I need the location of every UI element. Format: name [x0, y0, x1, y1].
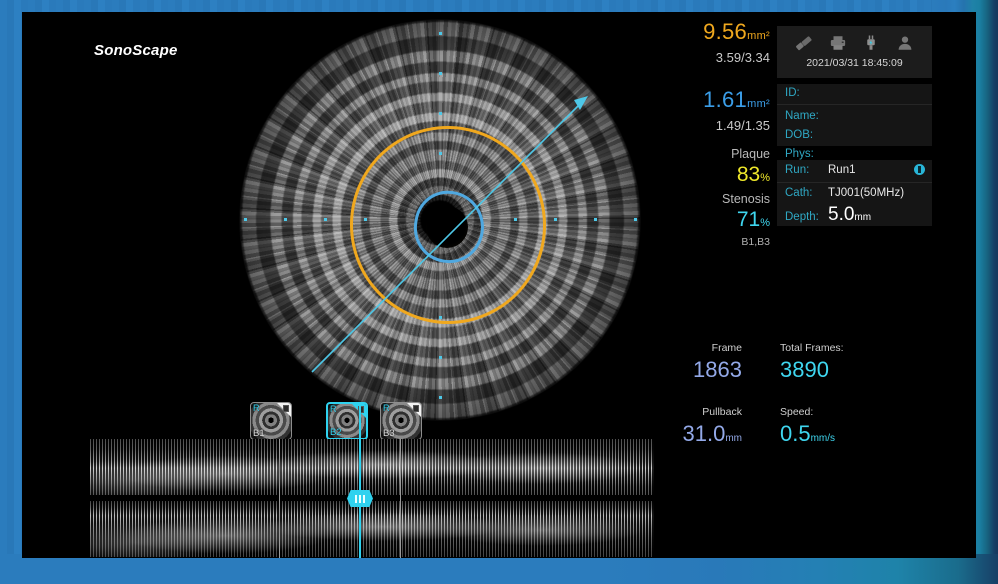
patient-phys-row[interactable]: Phys: [777, 145, 932, 164]
printer-icon[interactable] [829, 34, 847, 52]
speed-value: 0.5mm/s [780, 421, 836, 446]
plaque-value: 83% [736, 163, 770, 186]
bookmark-tag: R [330, 404, 337, 414]
patient-name-label: Name: [785, 110, 819, 122]
bookmark-thumb-b1[interactable]: R B1 [250, 402, 292, 440]
lmode-scrub-handle[interactable] [347, 490, 373, 507]
window-chrome-bottom [0, 554, 998, 584]
axis-tick-dot [324, 218, 327, 221]
axis-tick-dot [244, 218, 247, 221]
bookmark-chip-icon [413, 405, 419, 412]
axis-tick-dot [554, 218, 557, 221]
patient-name-row[interactable]: Name: [777, 107, 932, 126]
speed-unit: mm/s [810, 433, 836, 444]
bookmark-tag: R [253, 403, 260, 413]
stenosis-reference: B1,B3 [741, 236, 770, 248]
lmode-upper-wall [90, 439, 654, 495]
axis-tick-dot [439, 112, 442, 115]
axis-tick-dot [364, 218, 367, 221]
axis-tick-dot [514, 218, 517, 221]
plaque-unit: % [760, 172, 770, 184]
bookmark-label: B2 [330, 427, 342, 438]
run-value: Run1 [828, 164, 856, 176]
vessel-area-unit: mm² [747, 30, 770, 42]
acquisition-stats: Frame 1863 Pullback 31.0mm Total Frames:… [622, 340, 952, 453]
measurement-line[interactable] [230, 20, 650, 420]
cath-label: Cath: [785, 187, 813, 199]
lmode-upper-half [90, 439, 654, 495]
patient-id-row[interactable]: ID: [777, 84, 932, 105]
depth-label: Depth: [785, 211, 819, 223]
patient-dob-label: DOB: [785, 129, 814, 141]
vessel-diameters: 3.59/3.34 [715, 50, 770, 65]
stenosis-label: Stenosis [722, 192, 770, 206]
axis-tick-dot [439, 72, 442, 75]
run-row[interactable]: Run: Run1 [777, 160, 932, 183]
lmode-longitudinal-view[interactable] [90, 405, 654, 558]
axis-tick-dot [594, 218, 597, 221]
bookmark-thumb-b3[interactable]: R B3 [380, 402, 422, 440]
depth-unit: mm [854, 212, 872, 223]
bookmark-thumb-b2[interactable]: R B2 [326, 402, 368, 440]
main-viewport: SonoScape [22, 12, 976, 558]
patient-dob-row[interactable]: DOB: [777, 126, 932, 145]
depth-row[interactable]: Depth: 5.0mm [777, 204, 932, 228]
catheter-core [426, 206, 468, 248]
axis-tick-dot [439, 32, 442, 35]
run-label: Run: [785, 164, 810, 176]
total-frames-label: Total Frames: [780, 342, 844, 354]
session-datetime: 2021/03/31 18:45:09 [806, 57, 903, 69]
bookmark-tag: R [383, 403, 390, 413]
stenosis-value: 71% [736, 208, 770, 231]
pullback-label: Pullback [702, 406, 742, 418]
brand-logo: SonoScape [94, 42, 178, 59]
user-icon[interactable] [896, 34, 914, 52]
axis-tick-dot [634, 218, 637, 221]
lmode-bookmark-marker-b1 [279, 439, 280, 558]
total-frames-value: 3890 [780, 357, 829, 382]
lmode-bookmark-marker-b3 [400, 439, 401, 558]
usb-drive-icon[interactable] [795, 34, 813, 52]
lmode-upper-texture [90, 439, 654, 495]
lumen-area-unit: mm² [747, 98, 770, 110]
axis-tick-dot [439, 152, 442, 155]
bookmark-chip-icon [358, 406, 364, 413]
vessel-area-value: 9.56mm² [703, 19, 770, 44]
patient-info-panel: ID: Name: DOB: Phys: [777, 84, 932, 160]
lumen-area-value: 1.61mm² [703, 87, 770, 112]
lumen-diameters: 1.49/1.35 [715, 118, 770, 133]
frame-value: 1863 [693, 357, 742, 382]
lmode-lower-wall [90, 501, 654, 557]
axis-tick-dot [439, 396, 442, 399]
cath-row: Cath: TJ001(50MHz) [777, 183, 932, 204]
stenosis-unit: % [760, 217, 770, 229]
pullback-unit: mm [725, 433, 742, 444]
axis-tick-dot [439, 356, 442, 359]
patient-phys-label: Phys: [785, 148, 814, 160]
bookmark-label: B1 [253, 428, 265, 439]
axis-tick-dot [284, 218, 287, 221]
measurement-readouts: 9.56mm² 3.59/3.34 1.61mm² 1.49/1.35 Plaq… [640, 20, 770, 250]
speed-label: Speed: [780, 406, 814, 418]
stats-right-column: Total Frames: 3890 Speed: 0.5mm/s [780, 340, 900, 453]
bookmark-chip-icon [283, 405, 289, 412]
bookmark-label: B3 [383, 428, 395, 439]
depth-value: 5.0mm [828, 204, 872, 225]
plaque-label: Plaque [731, 147, 770, 161]
run-info-panel: Run: Run1 Cath: TJ001(50MHz) Depth: 5.0m… [777, 160, 932, 226]
pullback-value: 31.0mm [682, 421, 743, 446]
axis-tick-dot [439, 316, 442, 319]
run-info-icon[interactable] [914, 164, 925, 175]
connector-icon[interactable] [862, 34, 880, 52]
cath-value: TJ001(50MHz) [828, 187, 905, 199]
patient-id-label: ID: [785, 87, 800, 99]
lmode-lower-half [90, 501, 654, 557]
lmode-lower-texture [90, 501, 654, 557]
bmode-image[interactable] [230, 20, 650, 420]
lmode-frame-cursor[interactable] [359, 405, 361, 558]
frame-label: Frame [711, 342, 742, 354]
stats-left-column: Frame 1863 Pullback 31.0mm [622, 340, 743, 453]
toolbar-panel: 2021/03/31 18:45:09 [777, 26, 932, 78]
